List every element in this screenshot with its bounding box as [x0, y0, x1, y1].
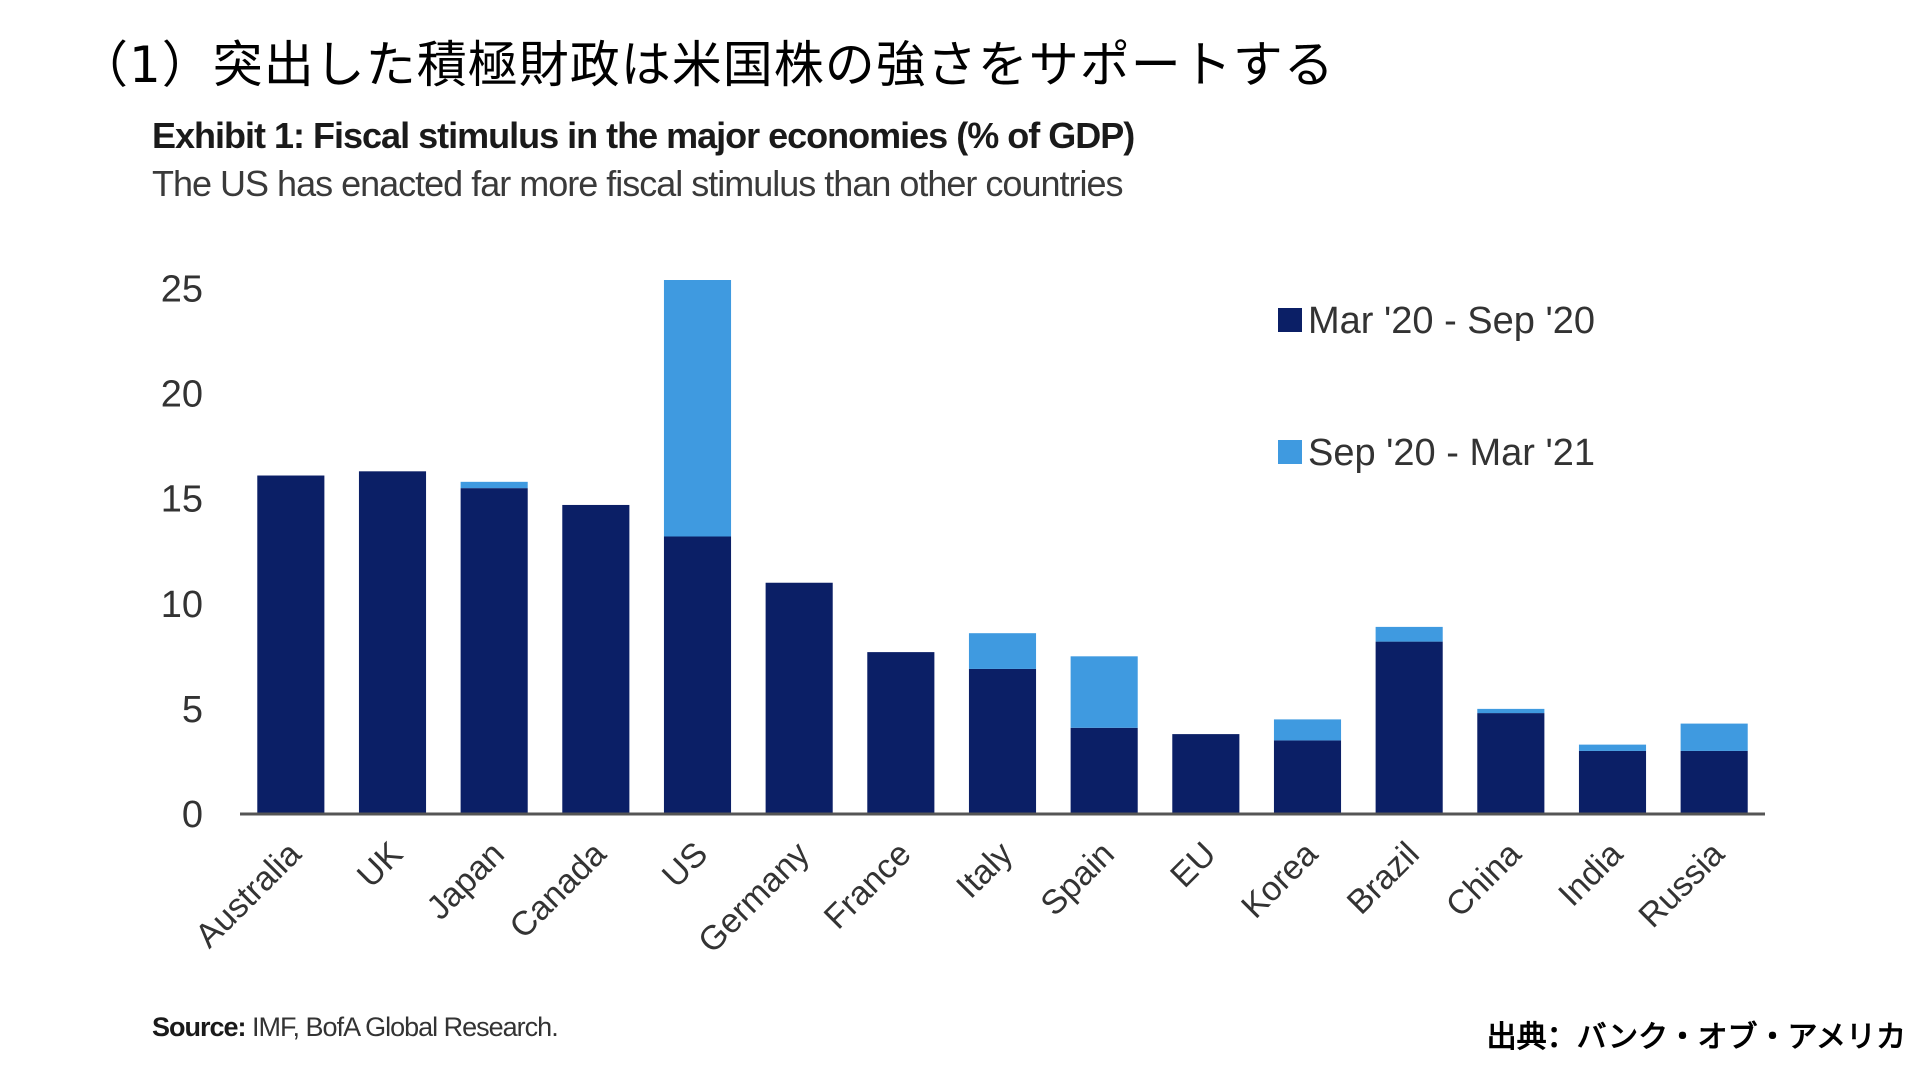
- y-tick-label: 5: [182, 689, 203, 731]
- x-tick-label: EU: [1163, 835, 1223, 895]
- legend-swatch: [1278, 440, 1302, 464]
- x-tick-label: India: [1551, 835, 1630, 914]
- bar-india-series-1: [1578, 750, 1647, 814]
- x-tick-label: US: [655, 835, 715, 895]
- x-tick-label: China: [1439, 835, 1529, 925]
- x-tick-label: Brazil: [1340, 835, 1427, 922]
- bar-germany-series-1: [765, 582, 833, 814]
- y-tick-label: 25: [161, 268, 203, 310]
- x-tick-label: Russia: [1631, 835, 1731, 935]
- bar-brazil-series-2: [1375, 626, 1443, 642]
- x-tick-label: Germany: [691, 835, 817, 961]
- bar-australia-series-1: [257, 475, 325, 814]
- bar-russia-series-2: [1680, 723, 1748, 751]
- bar-china-series-1: [1477, 713, 1545, 814]
- chart-subtitle: The US has enacted far more fiscal stimu…: [152, 163, 1123, 204]
- y-tick-label: 10: [161, 584, 203, 626]
- x-tick-label: Australia: [188, 835, 308, 955]
- source-label: Source:: [152, 1012, 247, 1042]
- bar-canada-series-1: [562, 504, 630, 814]
- bar-brazil-series-1: [1375, 641, 1443, 814]
- bar-us-series-2: [663, 280, 732, 537]
- source-text: IMF, BofA Global Research.: [252, 1012, 559, 1042]
- chart-title: Exhibit 1: Fiscal stimulus in the major …: [152, 115, 1135, 156]
- source-note: Source: IMF, BofA Global Research.: [152, 1012, 559, 1043]
- credit-note: 出典：バンク・オブ・アメリカ: [1486, 1020, 1906, 1055]
- x-tick-label: Italy: [949, 835, 1020, 906]
- bar-korea-series-2: [1273, 719, 1342, 741]
- x-tick-label: Japan: [419, 835, 511, 927]
- bar-eu-series-1: [1172, 734, 1240, 814]
- x-tick-label: Spain: [1033, 835, 1121, 923]
- bar-italy-series-1: [968, 668, 1037, 814]
- bar-china-series-2: [1477, 708, 1545, 714]
- x-tick-label: UK: [350, 835, 410, 895]
- bar-russia-series-1: [1680, 750, 1748, 814]
- legend-swatch: [1278, 308, 1302, 332]
- y-tick-label: 0: [182, 794, 203, 836]
- bar-italy-series-2: [968, 633, 1037, 669]
- bar-uk-series-1: [358, 471, 427, 814]
- legend-label: Mar '20 - Sep '20: [1308, 300, 1595, 342]
- legend-label: Sep '20 - Mar '21: [1308, 432, 1595, 474]
- bar-india-series-2: [1578, 744, 1647, 751]
- bar-japan-series-2: [460, 481, 528, 489]
- y-tick-label: 15: [161, 479, 203, 521]
- bar-spain-series-1: [1070, 727, 1138, 814]
- bar-france-series-1: [867, 652, 935, 814]
- bar-spain-series-2: [1070, 656, 1138, 728]
- page-heading: （1）突出した積極財政は米国株の強さをサポートする: [78, 36, 1335, 94]
- bar-japan-series-1: [460, 488, 528, 814]
- x-tick-label: Canada: [502, 835, 613, 946]
- bar-us-series-1: [663, 536, 732, 814]
- y-tick-label: 20: [161, 374, 203, 416]
- x-tick-label: Korea: [1234, 835, 1325, 926]
- bar-korea-series-1: [1273, 740, 1342, 814]
- x-tick-label: France: [817, 835, 919, 937]
